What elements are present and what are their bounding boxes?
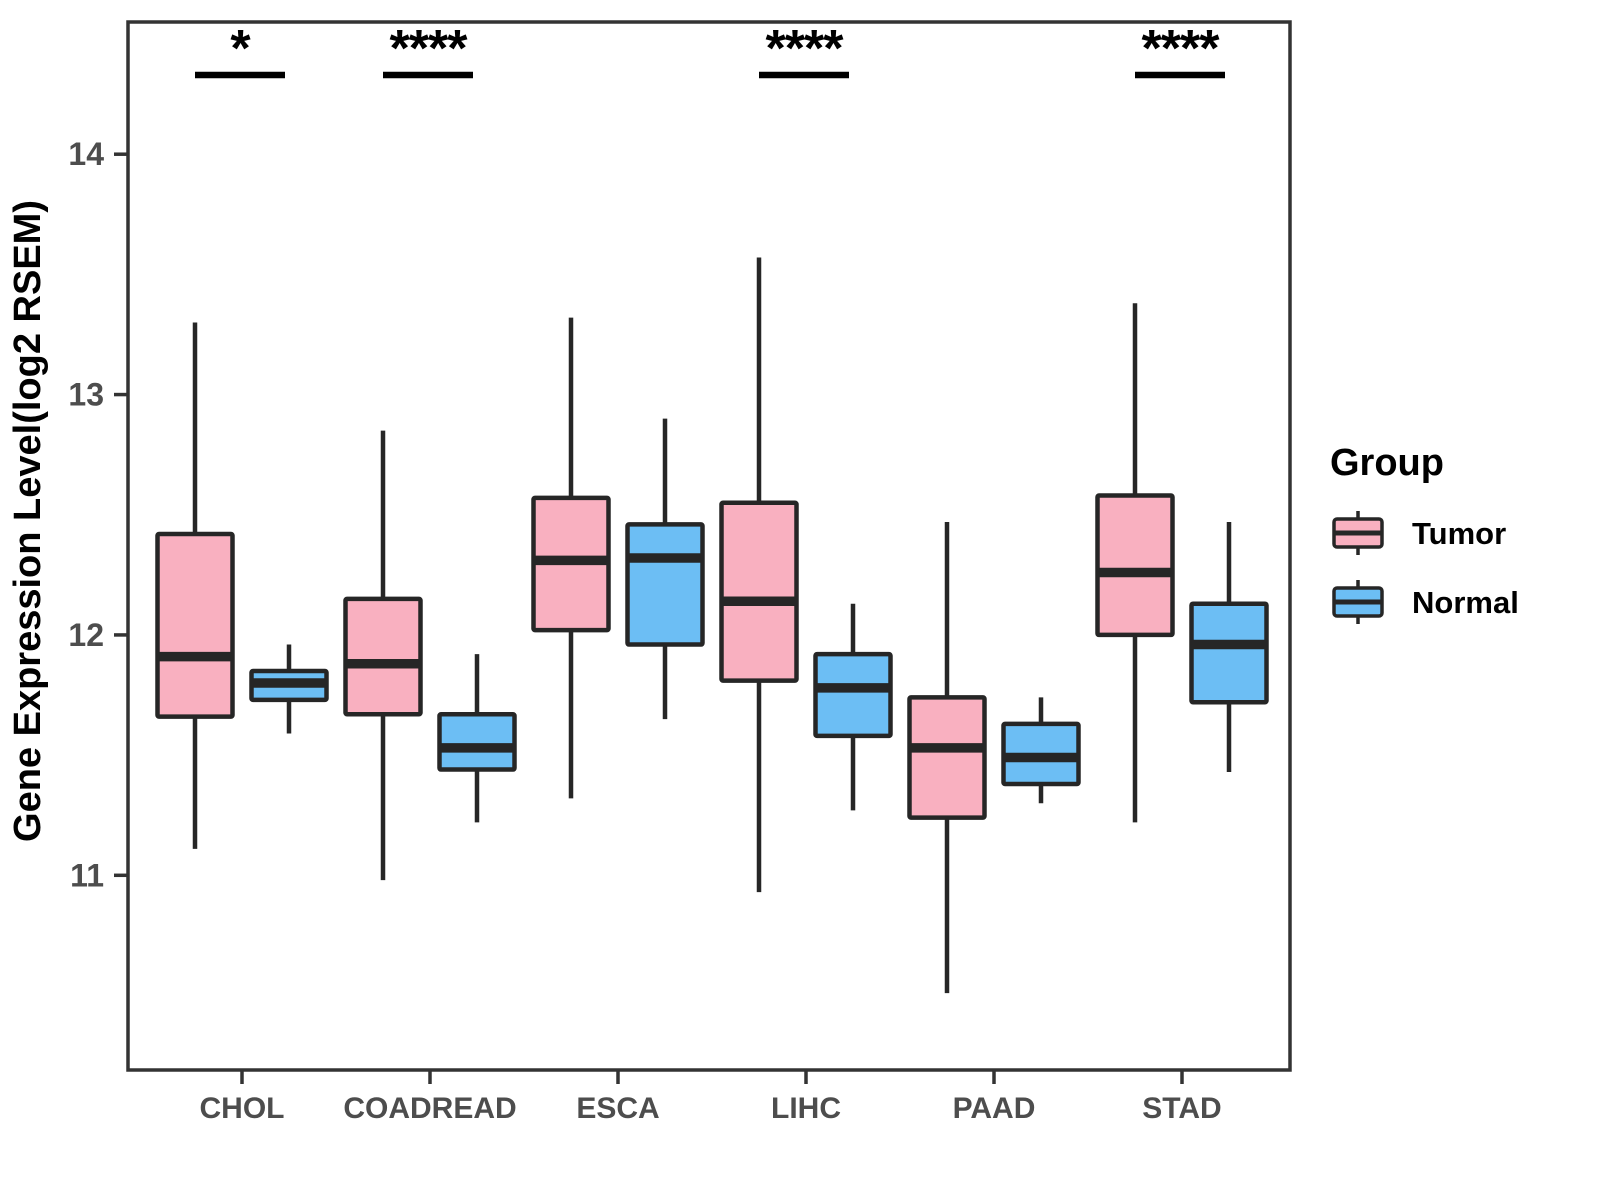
plot-panel-border (126, 20, 1292, 1072)
x-tick-label-esca: ESCA (576, 1092, 659, 1125)
significance-label-lihc: **** (766, 20, 845, 78)
y-tick-label: 11 (70, 857, 104, 893)
box-normal-coadread (437, 712, 517, 772)
x-tick-label-stad: STAD (1142, 1092, 1221, 1125)
y-tick-label: 12 (68, 617, 104, 653)
legend-label-normal: Normal (1412, 585, 1519, 620)
x-tick-label-chol: CHOL (200, 1092, 285, 1125)
box-normal-esca (625, 522, 705, 647)
box-normal-stad (1189, 601, 1269, 705)
y-tick-label: 13 (68, 377, 104, 413)
x-tick-label-lihc: LIHC (771, 1092, 841, 1125)
significance-label-chol: * (230, 20, 251, 78)
box-tumor-chol (155, 531, 235, 719)
box-normal-lihc (813, 651, 893, 739)
legend-label-tumor: Tumor (1412, 516, 1506, 551)
significance-label-coadread: **** (390, 20, 469, 78)
box-tumor-stad (1095, 493, 1175, 638)
x-tick-label-paad: PAAD (953, 1092, 1036, 1125)
legend-title: Group (1330, 442, 1444, 484)
y-axis-title: Gene Expression Level(log2 RSEM) (7, 200, 49, 842)
box-tumor-lihc (719, 500, 799, 683)
box-tumor-paad (907, 695, 987, 820)
box-tumor-coadread (343, 596, 423, 717)
x-tick-label-coadread: COADREAD (343, 1092, 516, 1125)
significance-label-stad: **** (1142, 20, 1221, 78)
y-tick-label: 14 (68, 136, 104, 172)
